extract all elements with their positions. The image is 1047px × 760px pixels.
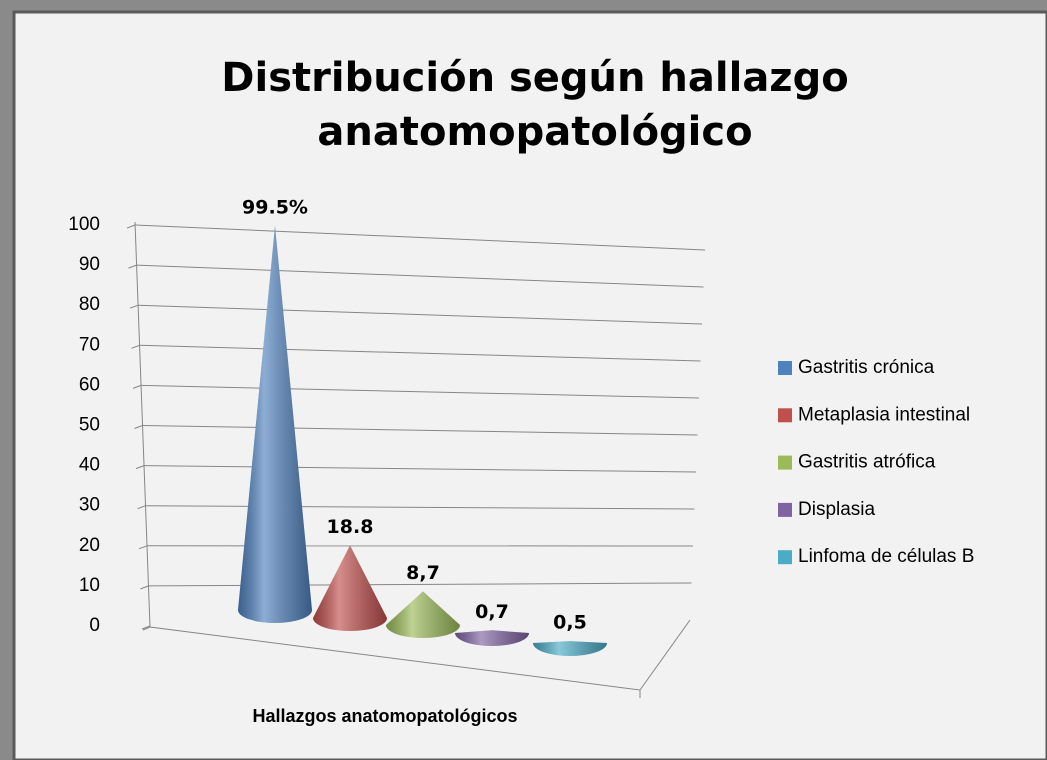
y-tick-label: 60 [79,374,100,395]
cone-shade [455,630,529,646]
value-label: 0,5 [553,612,587,634]
floor-outline [134,221,691,691]
grid-line [137,304,703,325]
y-tick-label: 0 [89,615,100,636]
y-tick [128,264,137,269]
y-tick [135,465,145,470]
y-tick-label: 70 [79,334,100,355]
legend-label: Gastritis atrófica [798,452,936,473]
cone-shade [533,641,607,656]
y-tick [134,425,143,429]
value-label: 18.8 [327,516,374,538]
cone-shade [238,225,312,623]
cone-shade [313,545,387,631]
grid-line [134,224,706,251]
legend-swatch [778,455,792,470]
grid-line [143,465,697,473]
y-tick-label: 50 [79,415,100,436]
grid-line [148,582,692,587]
legend-label: Metaplasia intestinal [798,404,970,425]
value-label: 0,7 [475,601,509,623]
y-tick-label: 80 [79,294,100,315]
y-tick [132,384,142,389]
value-label: 8,7 [406,562,440,584]
y-tick [141,625,151,630]
y-tick [129,304,139,309]
y-tick [131,344,140,349]
y-tick [140,585,149,590]
grid-line [136,264,704,288]
value-label: 99.5% [242,196,308,218]
legend-label: Gastritis crónica [798,357,935,378]
chart-title: Distribución según hallazgo [221,55,848,101]
x-axis-label: Hallazgos anatomopatológicos [252,706,517,726]
y-tick [137,505,146,510]
grid-line [140,384,700,399]
y-tick-label: 40 [79,455,100,476]
axis-edge [142,626,151,631]
y-tick-label: 10 [79,575,100,596]
y-tick [126,224,136,229]
y-tick-label: 20 [79,535,100,556]
legend-swatch [778,550,792,565]
cone-shade [386,591,460,638]
legend-swatch [778,502,792,517]
y-tick-label: 30 [79,495,100,516]
legend-swatch [778,361,792,375]
grid-line [145,505,695,510]
grid-line [142,425,698,436]
y-tick [138,545,148,550]
legend-label: Linfoma de células B [798,546,974,567]
y-tick-label: 90 [79,254,100,275]
legend-swatch [778,408,792,423]
grid-line [139,344,701,362]
legend-label: Displasia [798,499,876,520]
chart-subtitle: anatomopatológico [317,109,752,155]
y-tick-label: 100 [68,214,100,235]
